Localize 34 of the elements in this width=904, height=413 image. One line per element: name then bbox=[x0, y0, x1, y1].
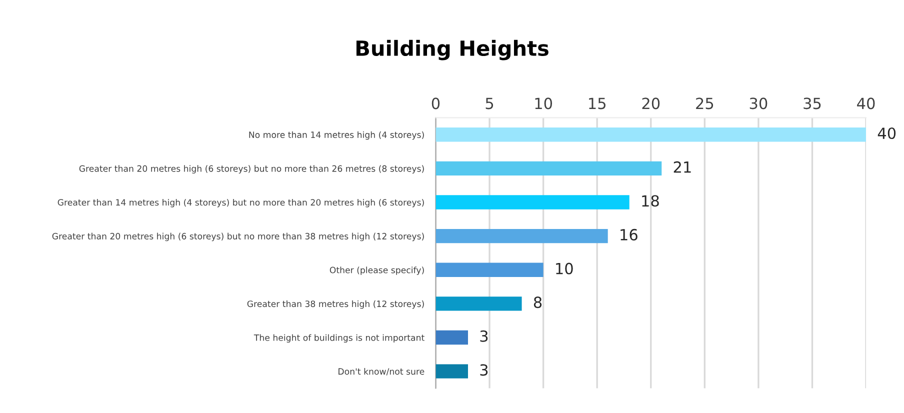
y-tick-label: No more than 14 metres high (4 storeys) bbox=[249, 131, 424, 140]
y-tick-label: Greater than 20 metres high (6 storeys) but no more than 38 metres high (12 storeys) bbox=[52, 232, 424, 242]
data-label: 21 bbox=[674, 161, 691, 173]
bar bbox=[436, 330, 468, 345]
x-tick-label: 25 bbox=[696, 98, 714, 110]
x-tick-label: 15 bbox=[589, 98, 606, 110]
bar bbox=[436, 228, 608, 244]
chart-title: Building Heights bbox=[356, 40, 548, 60]
y-tick-label: Other (please specify) bbox=[330, 266, 424, 275]
data-label: 16 bbox=[620, 228, 638, 240]
bar bbox=[436, 161, 662, 176]
bar bbox=[436, 128, 866, 142]
y-tick-label: Greater than 38 metres high (12 storeys) bbox=[247, 300, 424, 309]
x-tick-label: 10 bbox=[535, 98, 552, 110]
x-tick-label: 0 bbox=[432, 98, 440, 110]
y-tick-label: Greater than 20 metres high (6 storeys) but no more than 26 metres (8 storeys) bbox=[79, 165, 424, 174]
y-tick-label: Don't know/not sure bbox=[338, 368, 424, 376]
x-tick-label: 40 bbox=[857, 98, 875, 110]
y-tick-label: Greater than 14 metres high (4 storeys) but no more than 20 metres high (6 storeys) bbox=[58, 198, 424, 208]
data-label: 10 bbox=[556, 262, 573, 274]
x-tick-label: 5 bbox=[486, 98, 494, 110]
bar bbox=[436, 364, 468, 378]
data-label: 8 bbox=[534, 296, 542, 308]
x-tick-label: 20 bbox=[642, 98, 660, 110]
data-label: 18 bbox=[642, 195, 659, 207]
x-tick-label: 30 bbox=[750, 98, 768, 110]
bar bbox=[436, 195, 630, 210]
data-label: 40 bbox=[878, 127, 896, 140]
bar bbox=[436, 262, 544, 277]
bar bbox=[436, 296, 522, 311]
x-tick-label: 35 bbox=[804, 98, 821, 110]
y-tick-label: The height of buildings is not important bbox=[254, 334, 424, 343]
data-label: 3 bbox=[480, 330, 488, 342]
data-label: 3 bbox=[480, 364, 488, 376]
